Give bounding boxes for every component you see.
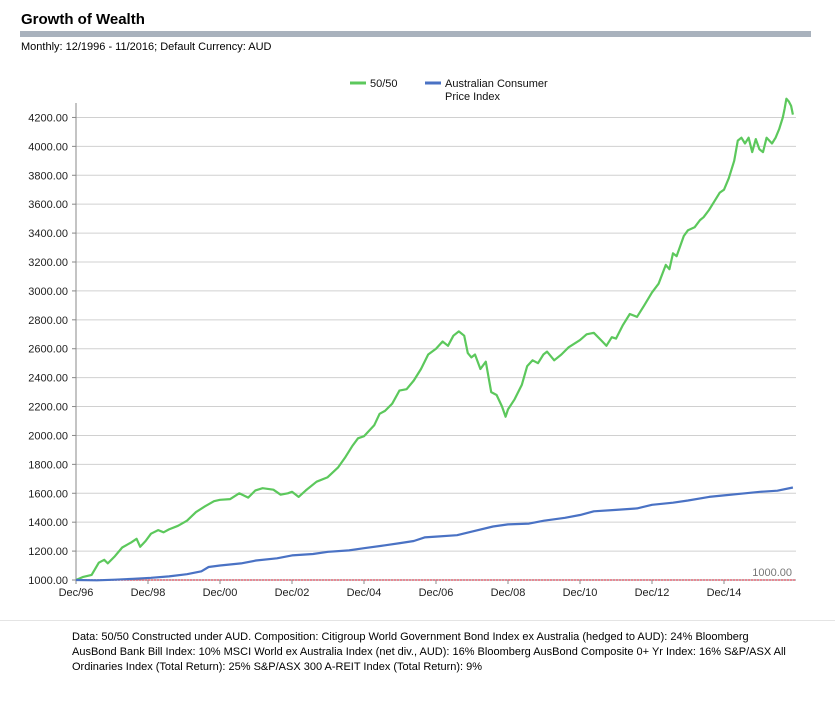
- x-tick-label: Dec/96: [59, 587, 94, 599]
- page-title: Growth of Wealth: [21, 11, 145, 28]
- series-layer: 1000.00: [75, 97, 796, 582]
- y-tick-label: 1800.00: [28, 459, 68, 471]
- y-tick-label: 1400.00: [28, 517, 68, 529]
- footnote: Data: 50/50 Constructed under AUD. Compo…: [72, 631, 786, 673]
- grid-layer: [76, 116, 796, 581]
- y-tick-label: 2400.00: [28, 373, 68, 385]
- y-tick-label: 4000.00: [28, 141, 68, 153]
- y-tick-label: 3000.00: [28, 286, 68, 298]
- legend: 50/50 Australian Consumer Price Index: [350, 78, 548, 103]
- title-rule: [20, 31, 811, 37]
- x-tick-label: Dec/06: [419, 587, 454, 599]
- x-tick-label: Dec/14: [707, 587, 742, 599]
- legend-item-cpi: Australian Consumer Price Index: [445, 78, 548, 103]
- y-tick-label: 2200.00: [28, 402, 68, 414]
- baseline-label: 1000.00: [752, 567, 792, 579]
- growth-chart: 1000.00 1200.00 1400.00 1600.00 1800.00 2000.…: [28, 78, 796, 599]
- series-line-cpi: [75, 486, 794, 582]
- legend-item-50-50: 50/50: [370, 78, 398, 90]
- axis-layer: 1000.00 1200.00 1400.00 1600.00 1800.00 2000.…: [28, 103, 796, 599]
- x-tick-label: Dec/98: [131, 587, 166, 599]
- x-tick-label: Dec/04: [347, 587, 382, 599]
- x-tick-label: Dec/12: [635, 587, 670, 599]
- y-tick-label: 2000.00: [28, 430, 68, 442]
- x-tick-label: Dec/10: [563, 587, 598, 599]
- y-tick-label: 3400.00: [28, 228, 68, 240]
- y-tick-label: 2800.00: [28, 315, 68, 327]
- x-tick-label: Dec/00: [203, 587, 238, 599]
- y-tick-label: 3800.00: [28, 170, 68, 182]
- page-subtitle: Monthly: 12/1996 - 11/2016; Default Curr…: [21, 41, 272, 53]
- y-tick-label: 3600.00: [28, 199, 68, 211]
- y-tick-label: 1000.00: [28, 575, 68, 587]
- y-tick-label: 3200.00: [28, 257, 68, 269]
- y-tick-label: 1600.00: [28, 488, 68, 500]
- y-tick-label: 2600.00: [28, 344, 68, 356]
- series-line-50-50: [75, 97, 794, 582]
- x-tick-label: Dec/02: [275, 587, 310, 599]
- y-tick-label: 4200.00: [28, 112, 68, 124]
- footnote-divider: [0, 620, 835, 621]
- x-tick-label: Dec/08: [491, 587, 526, 599]
- y-tick-label: 1200.00: [28, 546, 68, 558]
